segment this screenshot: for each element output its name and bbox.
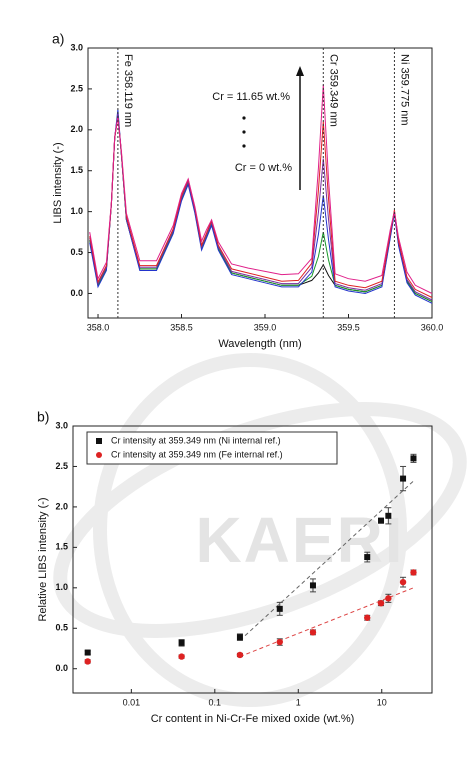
x-tick-label: 1	[296, 697, 301, 707]
y-tick-label: 0.0	[55, 663, 68, 673]
spectrum-line	[89, 109, 433, 304]
ellipsis-dot	[242, 144, 246, 148]
x-tick-label: 359.5	[337, 322, 360, 332]
data-point	[400, 475, 407, 482]
y-tick-label: 0.0	[70, 288, 83, 298]
data-point	[410, 569, 417, 576]
x-tick-label: 359.0	[254, 322, 277, 332]
y-tick-label: 2.0	[70, 124, 83, 134]
reference-label: Cr 359.349 nm	[327, 54, 339, 127]
y-tick-label: 1.0	[55, 582, 68, 592]
data-point	[178, 639, 185, 646]
data-point	[84, 649, 91, 656]
y-tick-label: 1.0	[70, 206, 83, 216]
x-tick-label: 0.1	[209, 697, 222, 707]
data-point	[399, 578, 407, 586]
legend-marker	[96, 452, 102, 458]
panel-label: b)	[37, 409, 49, 425]
legend-box	[86, 431, 338, 465]
x-tick-label: 360.0	[421, 322, 444, 332]
data-point	[276, 638, 283, 646]
spectrum-line	[89, 84, 433, 294]
data-point	[236, 651, 244, 659]
x-tick-label: 10	[377, 697, 387, 707]
data-point	[410, 455, 417, 462]
fit-line	[239, 587, 414, 658]
y-axis-label: LIBS intensity (-)	[52, 142, 64, 223]
data-point	[377, 599, 385, 607]
data-point	[364, 614, 371, 621]
y-axis-label: Relative LIBS intensity (-)	[37, 497, 49, 621]
watermark: KAERI	[195, 504, 404, 576]
reference-label: Ni 359.775 nm	[399, 54, 411, 126]
plot-frame	[87, 47, 433, 319]
spectrum-line	[89, 113, 433, 303]
legend-label: Cr intensity at 359.349 nm (Fe internal …	[111, 449, 283, 459]
fit-line	[239, 480, 414, 641]
note: Cr = 11.65 wt.%	[212, 91, 290, 103]
arrow-head	[296, 66, 304, 76]
data-point	[309, 582, 316, 589]
data-point	[378, 517, 385, 524]
y-tick-label: 2.5	[55, 461, 68, 471]
chart: KAERI b) 0.0 0.5 1.0 1.5 2.0 2.5 3.0 0.01 0.1 1 10 Cr…	[37, 409, 433, 725]
legend-marker	[96, 438, 102, 444]
y-tick-label: 1.5	[55, 542, 68, 552]
reference-label: Fe 358.119 nm	[122, 54, 134, 127]
ellipsis-dot	[242, 130, 246, 134]
x-axis-label: Wavelength (nm)	[218, 338, 301, 350]
y-tick-label: 0.5	[70, 247, 83, 257]
x-tick-label: 358.0	[87, 322, 110, 332]
data-point	[385, 595, 392, 602]
note: Cr = 0 wt.%	[235, 162, 292, 174]
data-point	[178, 653, 185, 660]
x-tick-label: 0.01	[123, 697, 141, 707]
swirl	[93, 353, 407, 707]
y-tick-label: 3.0	[70, 42, 83, 52]
y-tick-label: 0.5	[55, 623, 68, 633]
x-axis-label: Cr content in Ni-Cr-Fe mixed oxide (wt.%…	[151, 713, 355, 725]
chart: a) 0.0 0.5 1.0 1.5 2.0 2.5 3.0 358.0 358.5 359.0 35…	[52, 31, 443, 350]
data-point	[236, 634, 243, 641]
ellipsis-dot	[242, 116, 246, 120]
y-tick-label: 2.0	[55, 501, 68, 511]
spectrum-line	[89, 113, 433, 303]
data-point	[364, 554, 371, 561]
data-point	[309, 629, 317, 636]
y-tick-label: 3.0	[55, 420, 68, 430]
x-tick-label: 358.5	[170, 322, 193, 332]
data-point	[385, 512, 392, 519]
y-tick-label: 1.5	[70, 165, 83, 175]
y-tick-label: 2.5	[70, 83, 83, 93]
data-point	[276, 605, 283, 612]
legend-label: Cr intensity at 359.349 nm (Ni internal …	[111, 435, 281, 445]
data-point	[84, 658, 91, 665]
panel-label: a)	[52, 31, 64, 47]
spectrum-line	[89, 113, 433, 301]
plot-frame	[72, 425, 433, 694]
